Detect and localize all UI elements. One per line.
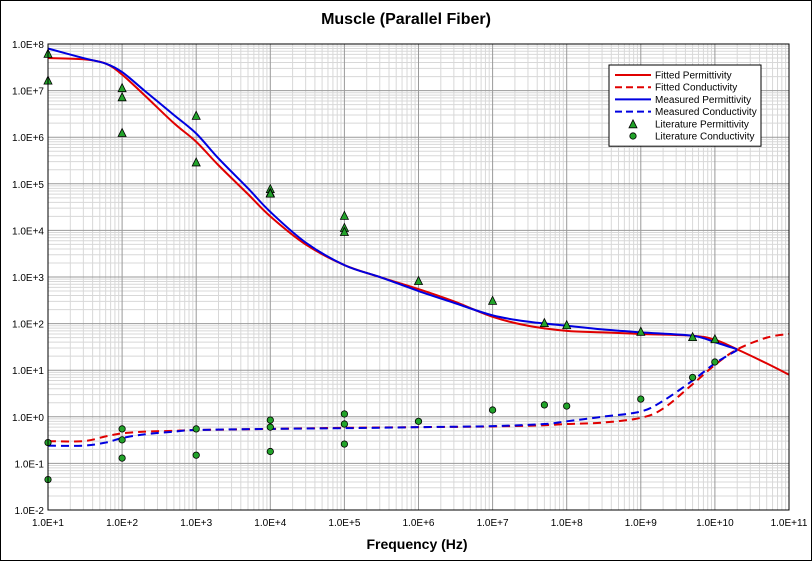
x-tick-label: 1.0E+11 — [771, 518, 808, 529]
literature-conductivity-point — [488, 406, 497, 414]
x-axis-label: Frequency (Hz) — [366, 536, 467, 552]
literature-permittivity-point — [687, 331, 698, 342]
legend-label-literature-permittivity: Literature Permittivity — [655, 119, 749, 130]
literature-conductivity-point — [266, 423, 274, 431]
literature-permittivity-point — [636, 326, 646, 336]
legend-swatch-literature-permittivity — [628, 118, 638, 129]
measured-permittivity-line — [47, 47, 738, 351]
x-tick-label: 1.0E+1 — [32, 518, 64, 529]
literature-permittivity-point — [265, 188, 275, 198]
literature-conductivity-point — [266, 416, 274, 424]
x-tick-label: 1.0E+8 — [551, 518, 583, 529]
x-tick-label: 1.0E+3 — [180, 518, 212, 529]
literature-conductivity-point — [192, 451, 200, 459]
y-tick-label: 1.0E+2 — [12, 320, 44, 331]
y-tick-label: 1.0E-1 — [15, 459, 45, 470]
x-tick-label: 1.0E+5 — [328, 518, 360, 529]
literature-conductivity-point — [340, 410, 348, 418]
literature-permittivity-point — [339, 226, 350, 236]
measured-conductivity-line — [47, 349, 738, 447]
literature-permittivity-point — [710, 333, 720, 344]
legend-label-fitted-permittivity: Fitted Permittivity — [655, 71, 732, 82]
x-tick-label: 1.0E+10 — [696, 518, 734, 529]
literature-permittivity-point — [562, 319, 572, 330]
y-tick-label: 1.0E-2 — [15, 506, 45, 517]
literature-conductivity-point — [414, 417, 423, 425]
literature-conductivity-point — [340, 440, 348, 448]
literature-permittivity-point — [117, 127, 127, 137]
literature-conductivity-point — [118, 454, 126, 462]
literature-permittivity-point — [539, 317, 550, 328]
legend-label-literature-conductivity: Literature Conductivity — [655, 132, 755, 143]
literature-conductivity-point — [340, 420, 348, 428]
x-axis-tick-labels: 1.0E+1 1.0E+2 1.0E+3 1.0E+4 1.0E+5 1.0E+6 1.0E… — [32, 518, 808, 529]
fitted-conductivity-line — [47, 332, 790, 443]
x-tick-label: 1.0E+7 — [477, 518, 509, 529]
legend-label-measured-conductivity: Measured Conductivity — [655, 107, 757, 118]
literature-conductivity-point — [711, 358, 719, 366]
legend-label-fitted-conductivity: Fitted Conductivity — [655, 83, 737, 94]
y-tick-label: 1.0E+6 — [12, 133, 44, 144]
chart-title: Muscle (Parallel Fiber) — [321, 11, 491, 28]
literature-permittivity-point — [117, 91, 127, 102]
y-tick-label: 1.0E+0 — [12, 413, 44, 424]
y-axis-tick-labels: 1.0E-2 1.0E-1 1.0E+0 1.0E+1 1.0E+2 1.0E+3 1.0E… — [12, 40, 44, 517]
y-tick-label: 1.0E+5 — [12, 180, 44, 191]
marker-layer — [43, 48, 720, 484]
legend-label-measured-permittivity: Measured Permittivity — [655, 95, 751, 106]
literature-permittivity-point — [117, 82, 127, 93]
x-tick-label: 1.0E+6 — [403, 518, 435, 529]
literature-permittivity-point — [339, 210, 350, 220]
x-tick-label: 1.0E+9 — [625, 518, 657, 529]
x-tick-label: 1.0E+4 — [254, 518, 286, 529]
literature-permittivity-point — [487, 295, 498, 305]
x-tick-label: 1.0E+2 — [106, 518, 138, 529]
y-tick-label: 1.0E+3 — [12, 273, 44, 284]
literature-permittivity-point — [413, 275, 424, 285]
y-tick-label: 1.0E+8 — [12, 40, 44, 51]
y-tick-label: 1.0E+7 — [12, 87, 44, 98]
literature-conductivity-point — [192, 425, 200, 433]
legend-swatch-literature-conductivity — [629, 132, 637, 140]
literature-conductivity-point — [118, 425, 126, 433]
literature-conductivity-point — [688, 373, 697, 382]
literature-conductivity-point — [637, 395, 645, 403]
y-tick-label: 1.0E+4 — [12, 226, 44, 237]
literature-conductivity-point — [266, 447, 274, 456]
literature-permittivity-point — [191, 110, 201, 120]
y-tick-label: 1.0E+1 — [12, 366, 44, 377]
literature-permittivity-point — [191, 157, 201, 167]
plot-border — [47, 43, 790, 511]
literature-conductivity-point — [563, 402, 571, 410]
literature-conductivity-point — [118, 436, 126, 444]
literature-conductivity-point — [540, 401, 548, 409]
